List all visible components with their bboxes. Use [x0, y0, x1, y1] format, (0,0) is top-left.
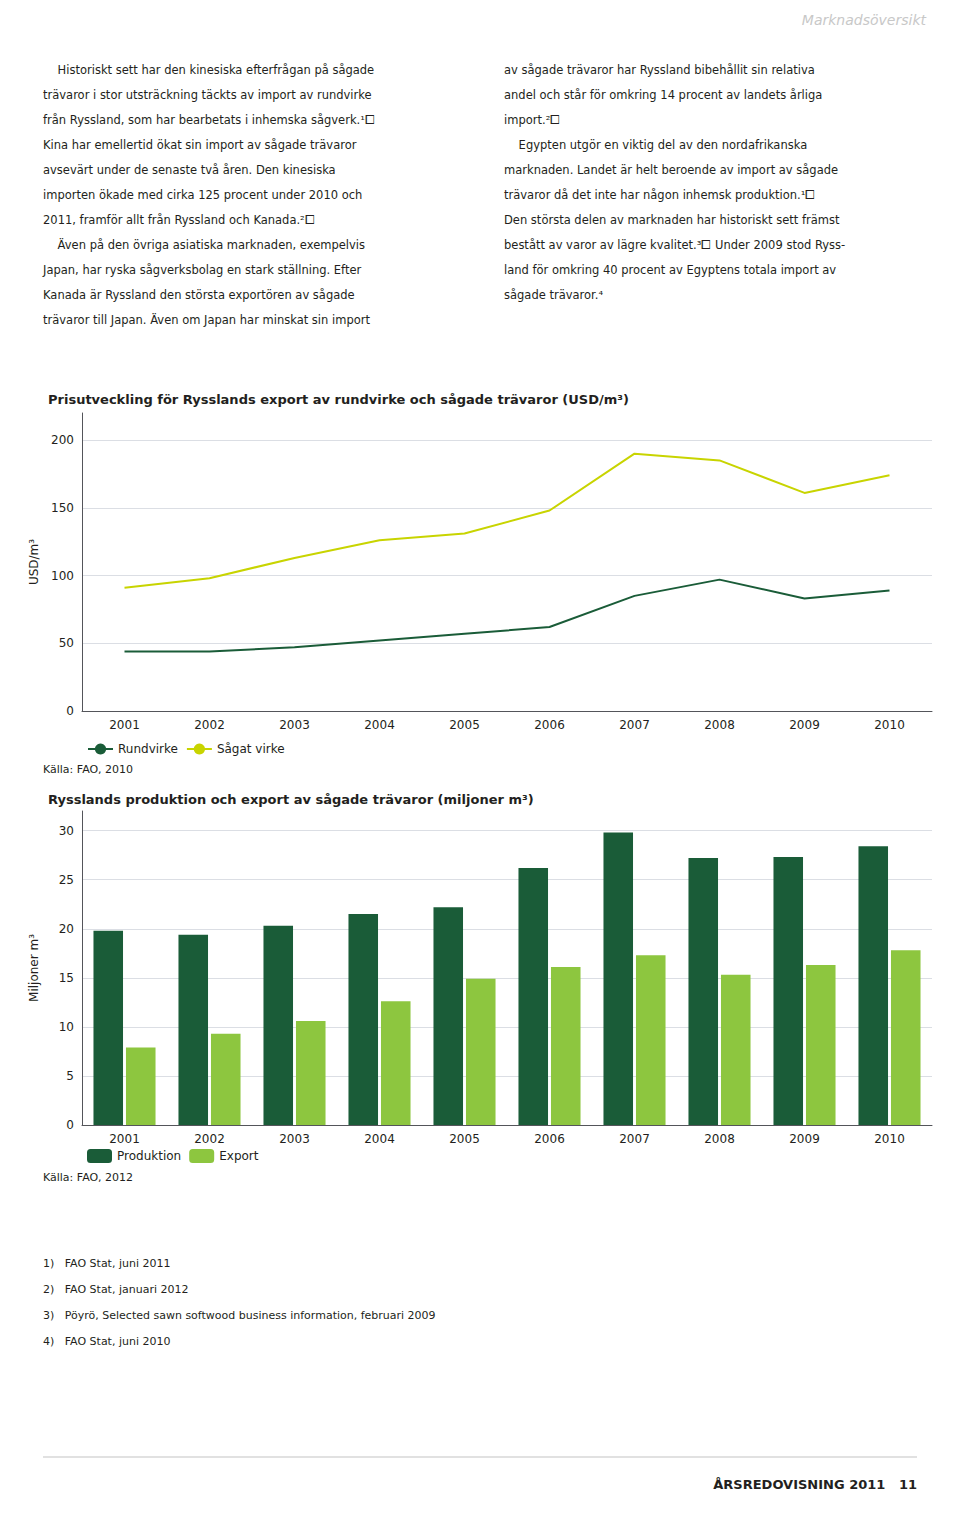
- svg-text:10: 10: [59, 1020, 74, 1034]
- svg-text:2009: 2009: [789, 718, 820, 732]
- svg-text:Källa: FAO, 2010: Källa: FAO, 2010: [43, 763, 133, 776]
- svg-text:Miljoner m³: Miljoner m³: [27, 934, 41, 1002]
- svg-text:2) FAO Stat, januari 2012: 2) FAO Stat, januari 2012: [43, 1283, 188, 1296]
- svg-text:Japan, har ryska sågverksbolag: Japan, har ryska sågverksbolag en stark …: [42, 263, 362, 277]
- svg-text:land för omkring 40 procent av: land för omkring 40 procent av Egyptens …: [504, 263, 836, 277]
- svg-text:2010: 2010: [874, 1132, 905, 1146]
- svg-text:Kina har emellertid ökat sin i: Kina har emellertid ökat sin import av s…: [43, 138, 357, 152]
- svg-text:av sågade trävaror har Rysslan: av sågade trävaror har Ryssland bibehåll…: [504, 63, 815, 77]
- svg-text:trävaror då det inte har någon: trävaror då det inte har någon inhemsk p…: [504, 188, 815, 202]
- svg-text:3) Pöyrö, Selected sawn soft: 3) Pöyrö, Selected sawn softwood busines…: [43, 1309, 436, 1322]
- svg-text:2008: 2008: [704, 718, 735, 732]
- svg-text:0: 0: [66, 1118, 74, 1132]
- svg-text:5: 5: [66, 1069, 74, 1083]
- svg-text:Den största delen av marknaden: Den största delen av marknaden har histo…: [504, 213, 840, 227]
- svg-text:Rysslands produktion och expor: Rysslands produktion och export av sågad…: [48, 792, 534, 807]
- svg-text:2011, framför allt från Ryssla: 2011, framför allt från Ryssland och Kan…: [43, 213, 315, 227]
- svg-text:ÅRSREDOVISNING 2011 11: ÅRSREDOVISNING 2011 11: [713, 1477, 917, 1492]
- svg-text:andel och står för omkring 14: andel och står för omkring 14 procent av…: [504, 88, 822, 102]
- svg-text:150: 150: [51, 501, 74, 515]
- svg-text:från Ryssland, som har bearbet: från Ryssland, som har bearbetats i inhe…: [43, 113, 375, 127]
- svg-text:Även på den övriga asiatiska m: Även på den övriga asiatiska marknaden, …: [43, 237, 365, 252]
- svg-text:2007: 2007: [619, 1132, 650, 1146]
- svg-text:2009: 2009: [789, 1132, 820, 1146]
- svg-text:bestått av varor av lägre kval: bestått av varor av lägre kvalitet.³⧠ Un…: [504, 238, 845, 252]
- svg-text:sågade trävaror.⁴: sågade trävaror.⁴: [504, 288, 603, 302]
- svg-text:Historiskt sett har den kinesi: Historiskt sett har den kinesiska efterf…: [43, 63, 374, 77]
- svg-text:100: 100: [51, 569, 74, 583]
- svg-text:25: 25: [59, 873, 74, 887]
- svg-text:1) FAO Stat, juni 2011: 1) FAO Stat, juni 2011: [43, 1257, 170, 1270]
- svg-text:Rundvirke: Rundvirke: [118, 742, 178, 756]
- svg-text:importen ökade med cirka 125 p: importen ökade med cirka 125 procent und…: [43, 188, 362, 202]
- svg-text:2003: 2003: [279, 718, 310, 732]
- svg-text:USD/m³: USD/m³: [27, 539, 41, 585]
- svg-text:2008: 2008: [704, 1132, 735, 1146]
- svg-text:2002: 2002: [194, 718, 225, 732]
- svg-text:0: 0: [66, 704, 74, 718]
- svg-text:Marknadsöversikt: Marknadsöversikt: [802, 12, 927, 28]
- svg-text:15: 15: [59, 971, 74, 985]
- svg-text:30: 30: [59, 824, 74, 838]
- svg-text:2001: 2001: [109, 1132, 140, 1146]
- svg-text:4) FAO Stat, juni 2010: 4) FAO Stat, juni 2010: [43, 1335, 170, 1348]
- svg-text:2007: 2007: [619, 718, 650, 732]
- svg-text:2006: 2006: [534, 1132, 565, 1146]
- svg-text:Källa: FAO, 2012: Källa: FAO, 2012: [43, 1171, 133, 1184]
- svg-text:trävaror till Japan. Även om J: trävaror till Japan. Även om Japan har m…: [43, 312, 370, 327]
- svg-text:avsevärt under de senaste två: avsevärt under de senaste två åren. Den …: [43, 163, 336, 177]
- svg-text:2002: 2002: [194, 1132, 225, 1146]
- svg-text:2010: 2010: [874, 718, 905, 732]
- svg-text:2005: 2005: [449, 718, 480, 732]
- svg-text:2006: 2006: [534, 718, 565, 732]
- svg-text:import.²⧠: import.²⧠: [504, 113, 560, 127]
- svg-text:2004: 2004: [364, 718, 395, 732]
- svg-text:200: 200: [51, 433, 74, 447]
- svg-text:Kanada är Ryssland den största: Kanada är Ryssland den största exportöre…: [43, 288, 355, 302]
- svg-text:2003: 2003: [279, 1132, 310, 1146]
- svg-text:2001: 2001: [109, 718, 140, 732]
- svg-text:2005: 2005: [449, 1132, 480, 1146]
- svg-text:marknaden. Landet är helt bero: marknaden. Landet är helt beroende av im…: [504, 163, 838, 177]
- svg-text:20: 20: [59, 922, 74, 936]
- svg-text:Egypten utgör en viktig del av: Egypten utgör en viktig del av den norda…: [504, 138, 807, 152]
- svg-text:50: 50: [59, 636, 74, 650]
- svg-text:Prisutveckling för Rysslands e: Prisutveckling för Rysslands export av r…: [48, 392, 629, 407]
- svg-text:2004: 2004: [364, 1132, 395, 1146]
- svg-text:Sågat virke: Sågat virke: [217, 742, 285, 756]
- svg-text:Produktion: Produktion: [117, 1149, 181, 1163]
- svg-text:trävaror i stor utsträckning t: trävaror i stor utsträckning täckts av i…: [43, 88, 372, 102]
- svg-text:Export: Export: [219, 1149, 259, 1163]
